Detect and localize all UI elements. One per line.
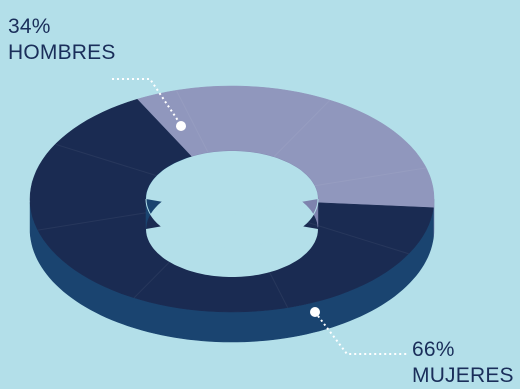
label-hombres: 34% HOMBRES xyxy=(8,14,116,66)
hole-floor xyxy=(146,151,318,277)
leader-dot-hombres xyxy=(176,121,186,131)
hole-rim xyxy=(145,198,319,248)
facet-line xyxy=(307,221,409,255)
label-hombres-value: 34% xyxy=(8,15,51,38)
leader-dot-mujeres xyxy=(310,307,320,317)
facet-line xyxy=(314,167,427,187)
facet-line xyxy=(37,211,150,231)
facet-line xyxy=(55,143,157,177)
label-mujeres-name: MUJERES xyxy=(412,364,514,387)
facet-line xyxy=(273,99,331,158)
facet-line xyxy=(175,90,209,154)
label-hombres-name: HOMBRES xyxy=(8,41,116,64)
label-mujeres: 66% MUJERES xyxy=(412,337,514,389)
label-mujeres-value: 66% xyxy=(412,338,455,361)
